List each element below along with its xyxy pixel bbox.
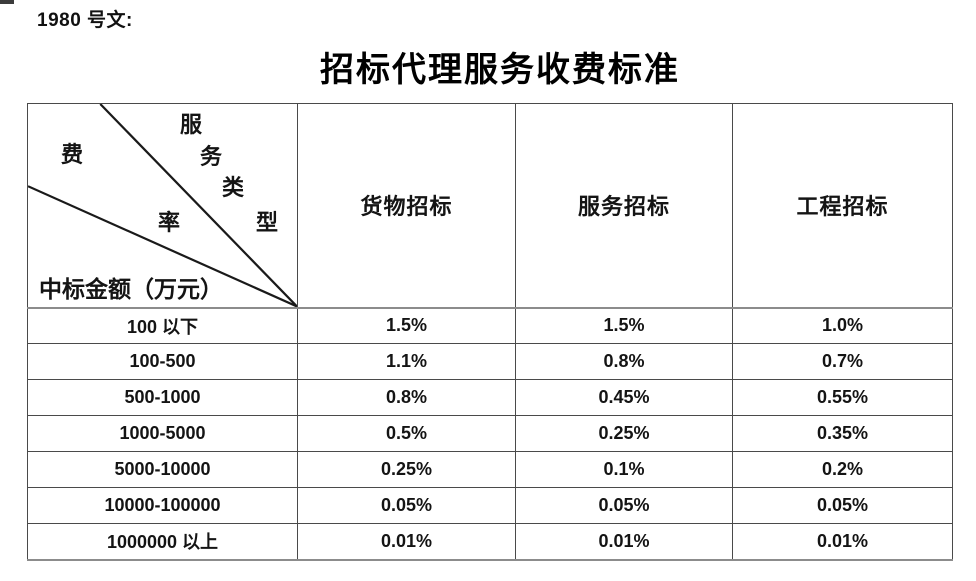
table-row: 5000-10000 0.25% 0.1% 0.2% xyxy=(27,451,953,488)
doc-number-label: 1980 号文: xyxy=(37,10,133,31)
column-header-goods: 货物招标 xyxy=(297,103,516,309)
corner-char-service-1: 服 xyxy=(180,112,203,137)
fee-value-cell: 0.55% xyxy=(732,379,953,416)
table-row: 1000-5000 0.5% 0.25% 0.35% xyxy=(27,415,953,452)
fee-value-cell: 1.1% xyxy=(297,343,516,380)
row-label-cell: 1000-5000 xyxy=(27,415,298,452)
row-label-cell: 5000-10000 xyxy=(27,451,298,488)
row-label-cell: 500-1000 xyxy=(27,379,298,416)
table-row: 1000000 以上 0.01% 0.01% 0.01% xyxy=(27,523,953,560)
column-header-services: 服务招标 xyxy=(515,103,733,309)
fee-value-cell: 0.05% xyxy=(732,487,953,524)
fee-value-cell: 0.01% xyxy=(732,523,953,560)
row-label-cell: 100-500 xyxy=(27,343,298,380)
fee-value-cell: 1.0% xyxy=(732,307,953,344)
fee-value-cell: 0.25% xyxy=(515,415,733,452)
table-row: 100 以下 1.5% 1.5% 1.0% xyxy=(27,307,953,344)
table-corner-cell: 服 费 务 类 率 型 中标金额（万元） xyxy=(27,103,298,309)
fee-value-cell: 0.8% xyxy=(297,379,516,416)
table-row: 500-1000 0.8% 0.45% 0.55% xyxy=(27,379,953,416)
fee-value-cell: 0.05% xyxy=(515,487,733,524)
table-row: 10000-100000 0.05% 0.05% 0.05% xyxy=(27,487,953,524)
fee-value-cell: 0.01% xyxy=(297,523,516,560)
fee-value-cell: 0.5% xyxy=(297,415,516,452)
corner-char-service-3: 类 xyxy=(222,175,245,200)
fee-value-cell: 0.45% xyxy=(515,379,733,416)
table-header-row: 服 费 务 类 率 型 中标金额（万元） 货物招标 服务招标 工程招标 xyxy=(27,103,953,309)
table-row: 100-500 1.1% 0.8% 0.7% xyxy=(27,343,953,380)
page-title: 招标代理服务收费标准 xyxy=(320,52,680,89)
scan-artifact xyxy=(0,0,14,4)
row-axis-label: 中标金额（万元） xyxy=(39,277,223,302)
fee-value-cell: 0.8% xyxy=(515,343,733,380)
row-label-cell: 1000000 以上 xyxy=(27,523,298,560)
fee-value-cell: 0.1% xyxy=(515,451,733,488)
diagonal-divider-lines xyxy=(28,104,297,307)
fee-value-cell: 0.01% xyxy=(515,523,733,560)
fee-value-cell: 0.05% xyxy=(297,487,516,524)
corner-char-fee-2: 率 xyxy=(158,210,181,235)
fee-value-cell: 0.2% xyxy=(732,451,953,488)
fee-value-cell: 1.5% xyxy=(515,307,733,344)
row-label-cell: 10000-100000 xyxy=(27,487,298,524)
fee-table: 服 费 务 类 率 型 中标金额（万元） 货物招标 服务招标 工程招标 100 … xyxy=(27,103,953,561)
corner-char-fee-1: 费 xyxy=(61,142,84,167)
fee-value-cell: 0.25% xyxy=(297,451,516,488)
fee-value-cell: 1.5% xyxy=(297,307,516,344)
column-header-engineering: 工程招标 xyxy=(732,103,953,309)
corner-char-service-2: 务 xyxy=(200,144,223,169)
corner-char-service-4: 型 xyxy=(256,210,279,235)
row-label-cell: 100 以下 xyxy=(27,307,298,344)
fee-value-cell: 0.7% xyxy=(732,343,953,380)
fee-value-cell: 0.35% xyxy=(732,415,953,452)
